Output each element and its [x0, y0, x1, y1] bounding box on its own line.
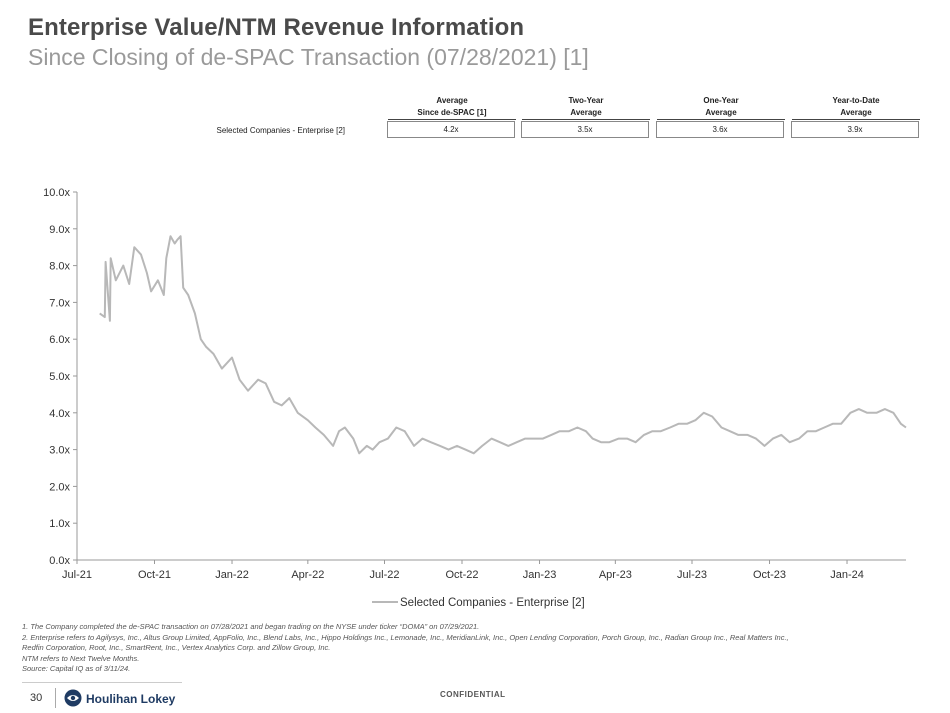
- x-tick-label: Jan-22: [215, 569, 249, 581]
- y-tick-label: 10.0x: [43, 187, 70, 199]
- y-tick-label: 4.0x: [49, 408, 70, 420]
- footnote: Source: Capital IQ as of 3/11/24.: [22, 664, 131, 673]
- col-header-since-despac: Average Since de-SPAC [1]: [388, 95, 516, 120]
- col-header-line1: One-Year: [703, 96, 739, 105]
- page-subtitle: Since Closing of de-SPAC Transaction (07…: [28, 44, 589, 70]
- y-tick-label: 1.0x: [49, 518, 70, 530]
- col-header-two-year: Two-Year Average: [522, 95, 650, 120]
- x-tick-label: Oct-21: [138, 569, 171, 581]
- x-tick-label: Apr-22: [291, 569, 324, 581]
- footnote: NTM refers to Next Twelve Months.: [22, 653, 140, 663]
- confidential-label: CONFIDENTIAL: [440, 690, 506, 699]
- table-cell-two-year: 3.5x: [521, 121, 649, 138]
- y-tick-label: 0.0x: [49, 555, 70, 567]
- col-header-ytd: Year-to-Date Average: [792, 95, 920, 120]
- y-tick-label: 6.0x: [49, 334, 70, 346]
- x-tick-label: Oct-22: [446, 569, 479, 581]
- y-tick-label: 5.0x: [49, 371, 70, 383]
- houlihan-lokey-logo-icon: [64, 689, 82, 707]
- col-header-line2: Since de-SPAC [1]: [388, 107, 516, 120]
- table-cell-one-year: 3.6x: [656, 121, 784, 138]
- y-tick-label: 7.0x: [49, 297, 70, 309]
- y-tick-label: 9.0x: [49, 224, 70, 236]
- x-tick-label: Apr-23: [599, 569, 632, 581]
- footnotes: 1. The Company completed the de-SPAC tra…: [22, 622, 932, 675]
- x-tick-label: Jul-22: [370, 569, 400, 581]
- col-header-one-year: One-Year Average: [657, 95, 785, 120]
- col-header-line1: Two-Year: [568, 96, 604, 105]
- table-cell-since-despac: 4.2x: [387, 121, 515, 138]
- x-tick-label: Jan-24: [830, 569, 864, 581]
- x-tick-label: Jan-23: [523, 569, 557, 581]
- col-header-line2: Average: [657, 107, 785, 120]
- footnote: 2. Enterprise refers to Agilysys, Inc., …: [22, 632, 789, 642]
- page-title: Enterprise Value/NTM Revenue Information: [28, 14, 525, 41]
- x-tick-label: Jul-21: [62, 569, 92, 581]
- footer-divider: [22, 682, 182, 683]
- series-line: [99, 235, 907, 455]
- y-tick-label: 3.0x: [49, 445, 70, 457]
- footnote: 1. The Company completed the de-SPAC tra…: [22, 622, 480, 631]
- x-tick-label: Jul-23: [677, 569, 707, 581]
- col-header-line1: Average: [436, 96, 468, 105]
- ev-revenue-line-chart: 0.0x 1.0x 2.0x 3.0x 4.0x 5.0x 6.0x 7.0x 8.0x 9.0x…: [43, 187, 907, 609]
- y-tick-label: 2.0x: [49, 481, 70, 493]
- footer-separator: [55, 688, 56, 708]
- footnote: Redfin Corporation, Root, Inc., SmartRen…: [22, 643, 331, 652]
- table-cell-ytd: 3.9x: [791, 121, 919, 138]
- col-header-line1: Year-to-Date: [832, 96, 880, 105]
- page-number: 30: [30, 692, 43, 704]
- table-row-label: Selected Companies - Enterprise [2]: [216, 126, 345, 135]
- col-header-line2: Average: [792, 107, 920, 120]
- brand-name: Houlihan Lokey: [86, 692, 176, 706]
- x-tick-label: Oct-23: [753, 569, 786, 581]
- col-header-line2: Average: [522, 107, 650, 120]
- y-tick-label: 8.0x: [49, 261, 70, 273]
- legend-label: Selected Companies - Enterprise [2]: [400, 597, 585, 609]
